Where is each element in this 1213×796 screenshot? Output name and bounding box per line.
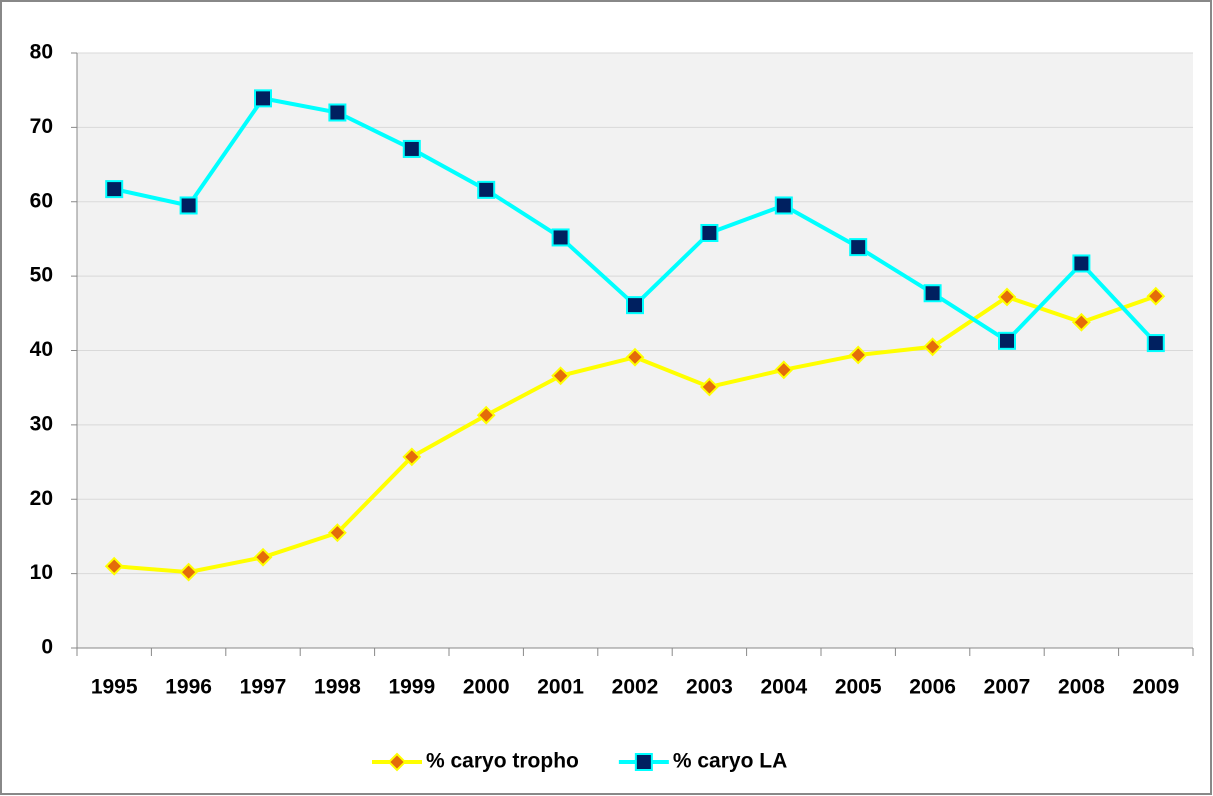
y-tick-label: 60 [30,189,53,212]
x-tick-label: 1998 [314,676,361,699]
marker [1072,254,1091,273]
marker [625,347,645,367]
y-tick-label: 10 [30,561,53,584]
marker [179,196,198,215]
marker [551,366,571,386]
marker [105,180,124,199]
y-tick-label: 50 [30,264,53,287]
legend-label: % caryo LA [673,750,787,773]
x-tick-label: 1997 [240,676,287,699]
marker [254,89,272,108]
marker [551,228,570,247]
marker [923,284,942,303]
marker [1146,286,1166,306]
marker [998,331,1016,350]
x-tick-label: 2009 [1132,676,1179,699]
x-tick-label: 2001 [537,676,584,699]
marker [634,753,653,771]
marker [1071,312,1091,332]
marker [328,103,347,122]
x-tick-label: 2005 [835,676,882,699]
marker [179,562,199,582]
marker [848,345,868,365]
marker [402,447,422,467]
y-tick-label: 0 [41,636,53,659]
marker [699,377,719,397]
x-tick-label: 2004 [760,676,807,699]
y-tick-label: 20 [30,487,53,510]
marker [997,287,1017,307]
marker [849,238,868,257]
marker [626,296,644,315]
marker [402,139,421,158]
marker [387,752,407,772]
x-tick-label: 1995 [91,676,138,699]
x-tick-label: 2000 [463,676,510,699]
marker [700,223,719,242]
marker [1146,334,1165,353]
marker [104,556,124,576]
marker [477,180,496,199]
marker [923,337,943,357]
marker [327,523,347,543]
x-tick-label: 1999 [388,676,435,699]
marker [253,547,273,567]
y-tick-label: 70 [30,115,53,138]
y-tick-label: 80 [30,41,53,64]
y-tick-label: 40 [30,338,53,361]
marker [774,360,794,380]
marker [476,405,496,425]
x-tick-label: 2008 [1058,676,1105,699]
y-tick-label: 30 [30,412,53,435]
x-tick-label: 2003 [686,676,733,699]
x-tick-label: 1996 [165,676,212,699]
x-tick-label: 2006 [909,676,956,699]
marker [774,196,793,215]
legend-label: % caryo tropho [426,750,579,773]
x-tick-label: 2002 [612,676,659,699]
x-tick-label: 2007 [984,676,1031,699]
